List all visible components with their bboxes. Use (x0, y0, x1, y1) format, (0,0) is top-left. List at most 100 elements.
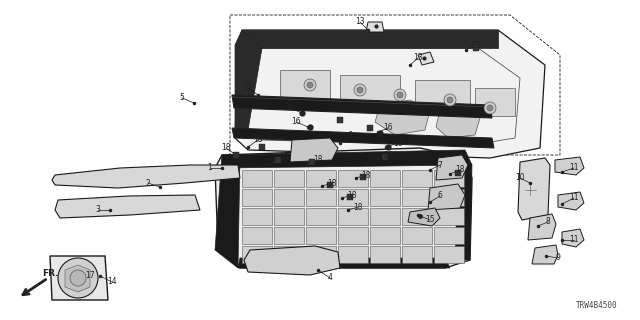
Polygon shape (235, 30, 545, 158)
Polygon shape (55, 195, 200, 218)
Polygon shape (455, 155, 472, 260)
Text: 1: 1 (207, 164, 212, 172)
Circle shape (70, 270, 86, 286)
Text: TRW4B4500: TRW4B4500 (577, 301, 618, 310)
Bar (347, 194, 353, 200)
Polygon shape (338, 208, 368, 225)
Polygon shape (475, 88, 515, 116)
Circle shape (444, 94, 456, 106)
Polygon shape (306, 246, 336, 263)
Text: 16: 16 (383, 124, 393, 132)
Polygon shape (242, 246, 272, 263)
Circle shape (484, 102, 496, 114)
Bar (455, 170, 461, 176)
Circle shape (447, 97, 453, 103)
Polygon shape (340, 75, 400, 105)
Bar (275, 157, 281, 163)
Text: 16: 16 (285, 103, 295, 113)
Text: 18: 18 (221, 143, 231, 153)
Polygon shape (306, 170, 336, 187)
Circle shape (58, 258, 98, 298)
Polygon shape (402, 170, 432, 187)
Polygon shape (338, 189, 368, 206)
Circle shape (487, 105, 493, 111)
Bar (309, 159, 315, 165)
Text: 5: 5 (180, 93, 184, 102)
Polygon shape (306, 189, 336, 206)
Text: 18: 18 (455, 165, 465, 174)
Text: 18: 18 (471, 41, 481, 50)
Polygon shape (434, 246, 464, 263)
Text: FR.: FR. (42, 269, 58, 278)
Polygon shape (418, 52, 434, 65)
Text: 18: 18 (361, 171, 371, 180)
Bar (233, 152, 239, 158)
Text: 18: 18 (383, 150, 393, 159)
Text: 18: 18 (279, 154, 289, 163)
Polygon shape (232, 95, 492, 118)
Polygon shape (235, 30, 262, 138)
Text: 13: 13 (355, 18, 365, 27)
Polygon shape (532, 245, 558, 264)
Polygon shape (436, 105, 480, 138)
Polygon shape (402, 246, 432, 263)
Bar (360, 174, 366, 180)
Text: 3: 3 (95, 205, 100, 214)
Polygon shape (52, 165, 240, 188)
Polygon shape (242, 30, 498, 48)
Text: 10: 10 (515, 173, 525, 182)
Polygon shape (518, 158, 550, 220)
Polygon shape (370, 246, 400, 263)
Polygon shape (555, 157, 584, 175)
Circle shape (304, 79, 316, 91)
Polygon shape (402, 189, 432, 206)
Polygon shape (290, 138, 338, 162)
Polygon shape (436, 155, 468, 180)
Polygon shape (215, 155, 240, 268)
Polygon shape (215, 148, 472, 268)
Text: 13: 13 (413, 53, 423, 62)
Text: 6: 6 (438, 191, 442, 201)
Polygon shape (370, 208, 400, 225)
Polygon shape (366, 22, 384, 32)
Text: 12: 12 (243, 84, 253, 92)
Polygon shape (558, 192, 584, 210)
Polygon shape (370, 189, 400, 206)
Polygon shape (338, 246, 368, 263)
Polygon shape (222, 150, 472, 168)
Text: 16: 16 (291, 117, 301, 126)
Text: 15: 15 (425, 215, 435, 225)
Text: 6: 6 (348, 131, 353, 140)
Circle shape (354, 84, 366, 96)
Polygon shape (280, 70, 330, 105)
Text: 11: 11 (569, 164, 579, 172)
Text: 18: 18 (353, 203, 363, 212)
Polygon shape (50, 256, 108, 300)
Polygon shape (434, 189, 464, 206)
Polygon shape (65, 265, 90, 292)
Polygon shape (428, 184, 465, 210)
Polygon shape (238, 258, 450, 268)
Polygon shape (306, 208, 336, 225)
Polygon shape (242, 170, 272, 187)
Polygon shape (306, 227, 336, 244)
Text: 18: 18 (313, 156, 323, 164)
Text: 11: 11 (569, 194, 579, 203)
Text: 2: 2 (146, 179, 150, 188)
Polygon shape (338, 227, 368, 244)
Text: 7: 7 (438, 161, 442, 170)
Polygon shape (274, 227, 304, 244)
Text: 18: 18 (348, 190, 356, 199)
Polygon shape (338, 170, 368, 187)
Text: 9: 9 (556, 253, 561, 262)
Polygon shape (375, 100, 430, 135)
Polygon shape (274, 246, 304, 263)
Polygon shape (242, 189, 272, 206)
Bar (367, 125, 373, 131)
Bar (259, 144, 265, 150)
Polygon shape (434, 170, 464, 187)
Polygon shape (528, 214, 556, 240)
Text: 16: 16 (393, 139, 403, 148)
Bar (327, 182, 333, 188)
Circle shape (394, 89, 406, 101)
